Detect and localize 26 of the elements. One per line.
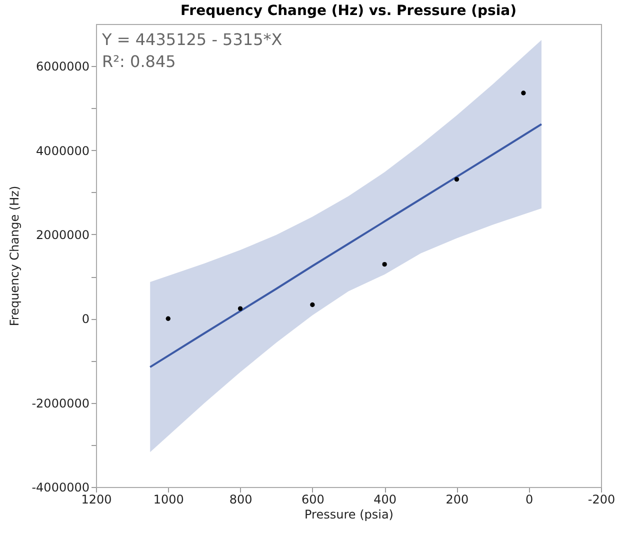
line-series <box>149 123 542 368</box>
y-tick-label: -2000000 <box>32 396 90 410</box>
x-axis-title: Pressure (psia) <box>304 508 394 522</box>
x-tick-label: -200 <box>588 492 616 506</box>
point <box>238 306 243 311</box>
y-axis-title: Frequency Change (Hz) <box>8 186 22 326</box>
x-tick-label: 1200 <box>81 492 112 506</box>
y-tick-label: 4000000 <box>36 144 90 158</box>
annotation: R²: 0.845 <box>102 52 176 71</box>
x-tick-label: 400 <box>374 492 397 506</box>
y-tick-label: 0 <box>82 312 90 326</box>
point <box>166 316 170 321</box>
point <box>454 176 460 182</box>
point <box>310 302 315 308</box>
y-tick-label: 2000000 <box>36 228 90 242</box>
x-tick-label: 1000 <box>153 492 184 506</box>
chart-title: Frequency Change (Hz) vs. Pressure (psia) <box>180 3 517 19</box>
y-tick-label: -4000000 <box>32 480 90 494</box>
point <box>382 262 387 267</box>
y-tick-label: 6000000 <box>36 60 90 74</box>
point <box>521 90 526 96</box>
x-tick-label: 200 <box>446 492 469 506</box>
x-tick-label: 800 <box>229 492 252 506</box>
annotation: Y = 4435125 - 5315*X <box>101 30 282 49</box>
x-tick-label: 0 <box>526 492 534 506</box>
x-tick-label: 600 <box>301 492 324 506</box>
